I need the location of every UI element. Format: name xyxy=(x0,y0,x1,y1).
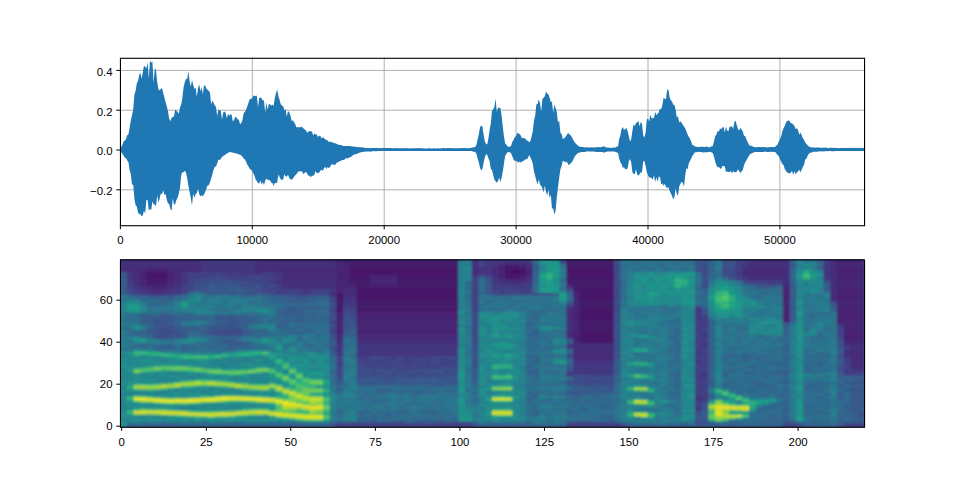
svg-text:200: 200 xyxy=(789,436,808,448)
svg-text:125: 125 xyxy=(535,436,554,448)
svg-text:0: 0 xyxy=(117,234,123,246)
svg-text:0.2: 0.2 xyxy=(97,106,113,118)
svg-text:175: 175 xyxy=(704,436,723,448)
svg-text:75: 75 xyxy=(369,436,382,448)
svg-text:10000: 10000 xyxy=(236,234,268,246)
svg-text:20: 20 xyxy=(100,378,113,390)
svg-text:150: 150 xyxy=(619,436,638,448)
svg-text:100: 100 xyxy=(450,436,469,448)
svg-text:50000: 50000 xyxy=(764,234,796,246)
svg-text:20000: 20000 xyxy=(368,234,400,246)
svg-text:0.4: 0.4 xyxy=(97,66,113,78)
svg-text:30000: 30000 xyxy=(500,234,532,246)
svg-text:60: 60 xyxy=(100,294,113,306)
svg-text:40000: 40000 xyxy=(632,234,664,246)
svg-text:25: 25 xyxy=(200,436,213,448)
svg-text:0: 0 xyxy=(119,436,125,448)
svg-text:50: 50 xyxy=(284,436,297,448)
svg-text:40: 40 xyxy=(100,336,113,348)
svg-text:0.0: 0.0 xyxy=(97,145,113,157)
svg-text:0: 0 xyxy=(106,420,112,432)
svg-text:−0.2: −0.2 xyxy=(90,185,113,197)
